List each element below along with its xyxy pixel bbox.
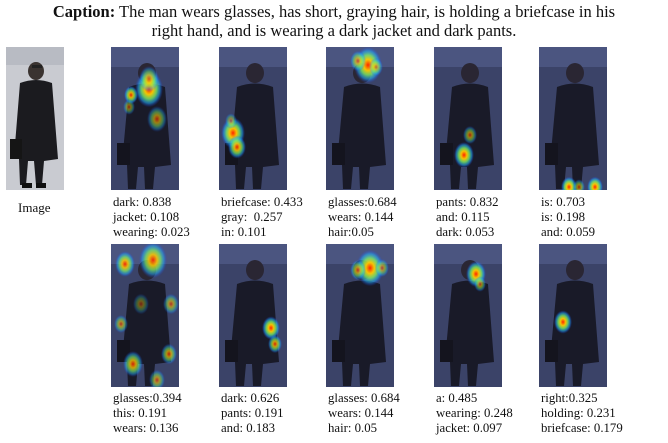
caption-text-2: right hand, and is wearing a dark jacket… [151, 21, 517, 40]
word-score: wears: 0.136 [113, 421, 179, 435]
attention-map-r1-c3 [326, 47, 394, 190]
word-score: briefcase: 0.179 [541, 421, 623, 435]
word-score: dark: 0.626 [221, 391, 280, 405]
word-score: wearing: 0.023 [113, 225, 190, 239]
attention-map-r2-c4 [434, 244, 502, 387]
word-score: pants: 0.191 [221, 406, 284, 420]
attention-map-r1-c4 [434, 47, 502, 190]
word-scores-r2-c5: right:0.325 holding: 0.231 briefcase: 0.17… [541, 391, 623, 436]
attention-map-r1-c1 [111, 47, 179, 190]
word-score: is: 0.703 [541, 195, 586, 209]
word-scores-r1-c3: glasses:0.684 wears: 0.144 hair:0.05 [328, 195, 397, 240]
word-score: glasses: 0.684 [328, 391, 400, 405]
word-scores-r1-c2: briefcase: 0.433 gray: 0.257 in: 0.101 [221, 195, 303, 240]
attention-map-r2-c2 [219, 244, 287, 387]
word-score: is: 0.198 [541, 210, 586, 224]
attention-map-r2-c3 [326, 244, 394, 387]
word-score: glasses:0.684 [328, 195, 397, 209]
word-score: this: 0.191 [113, 406, 168, 420]
word-score: wears: 0.144 [328, 406, 394, 420]
word-score: and: 0.115 [436, 210, 490, 224]
word-score: and: 0.183 [221, 421, 276, 435]
word-score: hair:0.05 [328, 225, 374, 239]
caption-line-1: Caption: The man wears glasses, has shor… [0, 2, 668, 21]
word-score: briefcase: 0.433 [221, 195, 303, 209]
word-scores-r2-c4: a: 0.485 wearing: 0.248 jacket: 0.097 [436, 391, 513, 436]
word-scores-r2-c1: glasses:0.394 this: 0.191 wears: 0.136 [113, 391, 182, 436]
caption: Caption: The man wears glasses, has shor… [0, 2, 668, 40]
word-score: a: 0.485 [436, 391, 478, 405]
word-scores-r1-c4: pants: 0.832 and: 0.115 dark: 0.053 [436, 195, 499, 240]
attention-map-r2-c1 [111, 244, 179, 387]
attention-map-r1-c2 [219, 47, 287, 190]
word-score: in: 0.101 [221, 225, 267, 239]
word-scores-r1-c5: is: 0.703 is: 0.198 and: 0.059 [541, 195, 595, 240]
word-scores-r1-c1: dark: 0.838 jacket: 0.108 wearing: 0.023 [113, 195, 190, 240]
word-score: gray: 0.257 [221, 210, 283, 224]
word-score: wearing: 0.248 [436, 406, 513, 420]
word-score: jacket: 0.108 [113, 210, 180, 224]
word-score: dark: 0.053 [436, 225, 495, 239]
word-score: and: 0.059 [541, 225, 596, 239]
word-score: pants: 0.832 [436, 195, 499, 209]
word-score: glasses:0.394 [113, 391, 182, 405]
word-score: holding: 0.231 [541, 406, 616, 420]
word-score: hair: 0.05 [328, 421, 378, 435]
image-label: Image [18, 200, 51, 215]
word-score: dark: 0.838 [113, 195, 172, 209]
word-scores-r2-c2: dark: 0.626 pants: 0.191 and: 0.183 [221, 391, 284, 436]
caption-label: Caption: [52, 2, 116, 21]
attention-map-r2-c5 [539, 244, 607, 387]
word-score: wears: 0.144 [328, 210, 394, 224]
original-image [6, 47, 64, 190]
attention-map-r1-c5 [539, 47, 607, 190]
word-score: right:0.325 [541, 391, 598, 405]
caption-text-1: The man wears glasses, has short, grayin… [119, 2, 616, 21]
word-score: jacket: 0.097 [436, 421, 503, 435]
word-scores-r2-c3: glasses: 0.684 wears: 0.144 hair: 0.05 [328, 391, 400, 436]
